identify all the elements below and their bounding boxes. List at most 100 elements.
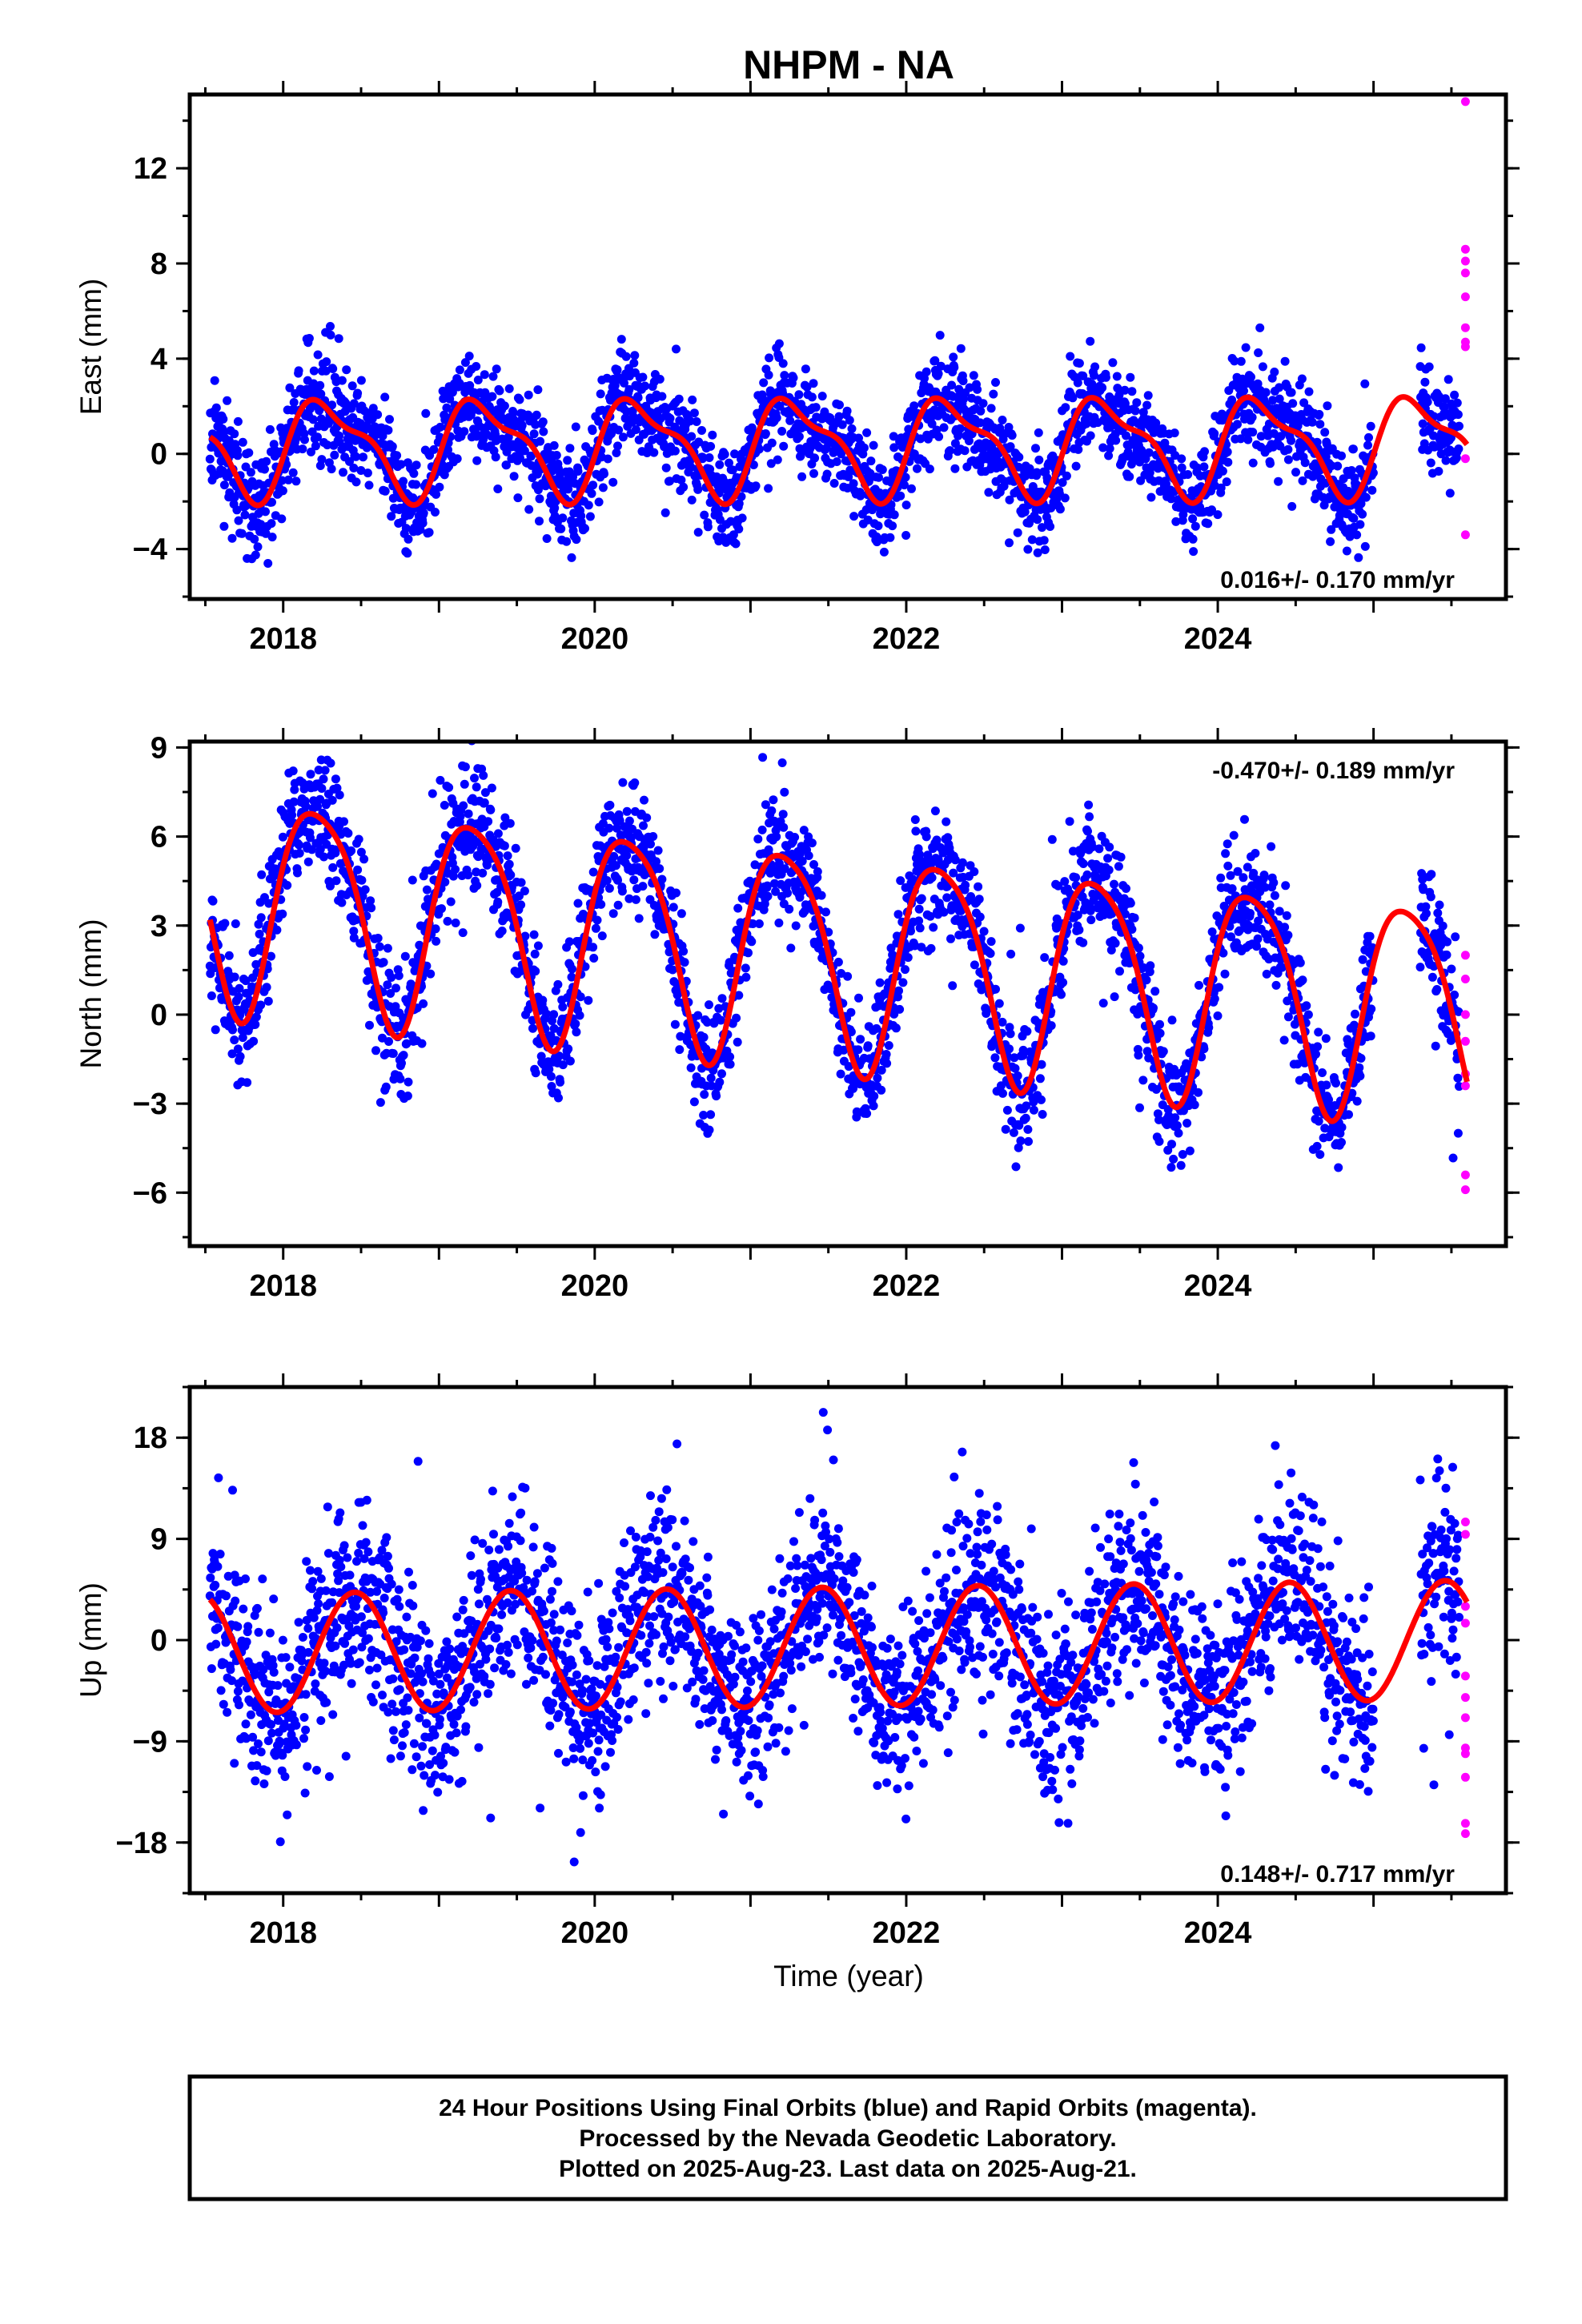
north-data-point bbox=[1154, 1136, 1164, 1146]
east-data-point bbox=[1268, 396, 1278, 405]
east-data-point bbox=[403, 549, 412, 558]
east-data-point bbox=[1120, 385, 1130, 395]
east-data-point bbox=[1287, 501, 1297, 511]
north-data-point bbox=[1114, 862, 1123, 871]
north-data-point bbox=[990, 1053, 1000, 1063]
east-data-point bbox=[1320, 428, 1330, 437]
north-data-point bbox=[353, 865, 363, 875]
north-data-point bbox=[1240, 814, 1249, 824]
east-data-point bbox=[1276, 432, 1286, 441]
east-data-point bbox=[1358, 509, 1367, 519]
east-data-point bbox=[1366, 421, 1375, 431]
east-data-point bbox=[1256, 432, 1266, 441]
east-data-point bbox=[934, 432, 944, 441]
north-data-point bbox=[896, 876, 905, 886]
east-data-point bbox=[772, 413, 781, 423]
north-data-point bbox=[946, 934, 955, 943]
east-data-point bbox=[349, 399, 359, 408]
north-data-point bbox=[554, 1093, 563, 1103]
east-data-point bbox=[223, 396, 232, 405]
north-data-point bbox=[391, 983, 400, 993]
north-data-point bbox=[1110, 992, 1119, 1002]
east-data-point bbox=[267, 519, 276, 529]
east-data-point bbox=[533, 385, 543, 395]
east-data-point bbox=[1108, 358, 1118, 368]
north-data-point bbox=[1130, 985, 1140, 995]
east-data-point bbox=[435, 482, 444, 492]
north-data-point bbox=[1229, 830, 1239, 840]
east-data-point bbox=[491, 429, 500, 439]
north-data-point bbox=[895, 1004, 905, 1014]
east-data-point bbox=[845, 416, 854, 425]
east-data-point bbox=[488, 372, 498, 381]
north-data-point bbox=[588, 867, 598, 877]
north-data-point bbox=[243, 1078, 252, 1088]
east-data-point bbox=[1087, 380, 1097, 388]
east-x-tick-label: 2018 bbox=[249, 622, 317, 656]
north-data-point bbox=[772, 832, 781, 842]
east-data-point bbox=[1223, 447, 1232, 456]
north-data-point bbox=[306, 770, 315, 779]
north-data-point bbox=[1001, 1124, 1010, 1134]
north-data-point bbox=[313, 802, 322, 811]
north-data-point bbox=[856, 1035, 865, 1044]
north-data-point bbox=[741, 963, 750, 973]
north-data-point bbox=[1194, 1088, 1203, 1097]
east-data-point bbox=[1132, 398, 1142, 408]
east-data-point bbox=[610, 380, 620, 390]
north-data-point bbox=[1254, 916, 1263, 926]
north-data-point bbox=[379, 958, 388, 967]
north-data-point bbox=[725, 1059, 735, 1069]
east-data-point bbox=[262, 456, 271, 466]
east-data-point bbox=[835, 400, 844, 410]
north-data-point bbox=[327, 795, 337, 805]
east-data-point bbox=[1304, 387, 1314, 396]
north-data-point bbox=[1016, 1136, 1026, 1146]
north-data-point bbox=[362, 975, 371, 985]
north-data-point bbox=[844, 1062, 853, 1072]
north-data-point bbox=[1253, 934, 1263, 943]
east-data-point bbox=[311, 441, 320, 451]
north-data-point bbox=[689, 1097, 699, 1107]
east-data-point bbox=[442, 403, 452, 412]
east-data-point bbox=[794, 390, 804, 400]
east-data-point bbox=[1337, 451, 1346, 460]
north-data-point bbox=[493, 829, 503, 838]
east-data-point bbox=[210, 376, 219, 385]
north-data-point bbox=[915, 923, 925, 933]
east-data-point bbox=[412, 460, 421, 470]
north-data-point bbox=[790, 833, 800, 842]
north-data-point bbox=[791, 921, 801, 931]
east-data-point bbox=[794, 432, 804, 441]
east-data-point bbox=[460, 427, 469, 436]
north-data-point bbox=[254, 919, 263, 929]
north-data-point bbox=[1009, 1128, 1018, 1137]
east-data-point bbox=[472, 432, 481, 441]
east-data-point bbox=[432, 489, 441, 499]
north-data-point bbox=[1083, 826, 1092, 836]
north-data-point bbox=[397, 1059, 406, 1068]
east-data-point bbox=[541, 481, 550, 491]
north-data-point bbox=[930, 806, 940, 816]
east-data-point bbox=[596, 389, 605, 399]
east-data-point bbox=[424, 528, 434, 537]
north-data-point bbox=[943, 833, 953, 842]
east-data-point bbox=[873, 521, 883, 531]
north-data-point bbox=[672, 888, 681, 898]
north-data-point bbox=[228, 1025, 237, 1035]
east-data-point bbox=[725, 458, 733, 468]
east-data-point bbox=[888, 521, 897, 531]
north-data-point bbox=[757, 825, 767, 834]
east-data-point bbox=[1060, 493, 1070, 503]
north-data-point bbox=[1073, 911, 1082, 920]
north-data-point bbox=[480, 788, 490, 798]
east-data-point bbox=[633, 393, 643, 403]
east-data-point bbox=[515, 395, 524, 404]
north-data-point bbox=[394, 971, 404, 980]
east-data-point bbox=[588, 480, 598, 490]
east-data-point bbox=[629, 358, 639, 368]
east-data-point bbox=[901, 531, 911, 540]
north-data-point bbox=[982, 1009, 991, 1018]
east-data-point bbox=[542, 534, 552, 543]
east-data-point bbox=[1183, 470, 1193, 479]
